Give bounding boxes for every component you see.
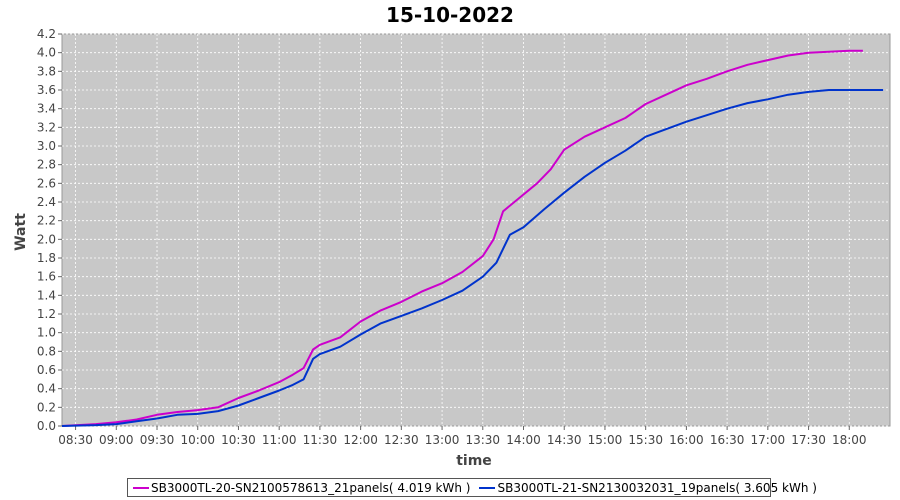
legend-item-series-1: SB3000TL-20-SN2100578613_21panels( 4.019… (133, 481, 470, 495)
x-tick-label: 18:00 (832, 433, 867, 447)
y-tick-label: 1.6 (37, 270, 56, 284)
x-tick-label: 08:30 (58, 433, 93, 447)
legend-item-series-2: SB3000TL-21-SN2130032031_19panels( 3.605… (479, 480, 817, 495)
x-tick-label: 12:00 (343, 433, 378, 447)
plot-area (61, 33, 891, 427)
x-tick-label: 11:00 (262, 433, 297, 447)
x-tick-label: 12:30 (384, 433, 419, 447)
legend-label: SB3000TL-21-SN2130032031_19panels( 3.605… (497, 480, 817, 495)
x-tick-label: 17:00 (751, 433, 786, 447)
y-tick-label: 3.8 (37, 64, 56, 78)
y-tick-label: 2.0 (37, 232, 56, 246)
y-tick-label: 3.0 (37, 139, 56, 153)
y-tick-label: 0.4 (37, 382, 56, 396)
y-tick-label: 2.2 (37, 214, 56, 228)
y-tick-label: 0.2 (37, 400, 56, 414)
chart-title: 15-10-2022 (386, 3, 514, 27)
x-axis-label: time (456, 453, 492, 469)
y-axis: 0.0 0.2 0.4 0.6 0.8 1.0 1.2 1.4 1.6 1.8 2.0 2.2 2.4 2… (37, 27, 62, 433)
x-tick-label: 13:00 (425, 433, 460, 447)
y-axis-label: Watt (13, 213, 29, 251)
y-tick-label: 0.0 (37, 419, 56, 433)
x-tick-label: 11:30 (303, 433, 338, 447)
y-tick-label: 2.8 (37, 158, 56, 172)
legend-swatch (133, 486, 149, 489)
y-tick-label: 3.4 (37, 102, 56, 116)
y-tick-label: 1.0 (37, 326, 56, 340)
x-tick-label: 14:30 (547, 433, 582, 447)
y-tick-label: 4.2 (37, 27, 56, 41)
y-tick-label: 1.8 (37, 251, 56, 265)
x-tick-label: 15:30 (628, 433, 663, 447)
x-tick-label: 09:30 (140, 433, 175, 447)
legend-swatch (479, 486, 496, 489)
y-tick-label: 3.6 (37, 83, 56, 97)
x-tick-label: 16:00 (669, 433, 704, 447)
series-line-1 (61, 49, 863, 427)
y-tick-label: 2.6 (37, 176, 56, 190)
y-tick-label: 1.2 (37, 307, 56, 321)
grid (62, 33, 890, 427)
y-tick-label: 3.2 (37, 120, 56, 134)
x-tick-label: 15:00 (588, 433, 623, 447)
y-tick-label: 0.8 (37, 344, 56, 358)
legend: SB3000TL-20-SN2100578613_21panels( 4.019… (127, 478, 817, 497)
series-line-2 (61, 89, 884, 427)
x-tick-label: 10:30 (221, 433, 256, 447)
y-tick-label: 4.0 (37, 46, 56, 60)
x-tick-label: 16:30 (710, 433, 745, 447)
x-tick-label: 10:00 (180, 433, 215, 447)
legend-label: SB3000TL-20-SN2100578613_21panels( 4.019… (151, 480, 471, 495)
x-tick-label: 09:00 (99, 433, 134, 447)
y-tick-label: 1.4 (37, 288, 56, 302)
y-tick-label: 0.6 (37, 363, 56, 377)
x-axis: 08:30 09:00 09:30 10:00 10:30 11:00 11:30 12:00… (58, 426, 867, 447)
y-tick-label: 2.4 (37, 195, 56, 209)
series-layer (61, 49, 884, 427)
x-tick-label: 17:30 (791, 433, 826, 447)
x-tick-label: 14:00 (506, 433, 541, 447)
x-tick-label: 13:30 (465, 433, 500, 447)
